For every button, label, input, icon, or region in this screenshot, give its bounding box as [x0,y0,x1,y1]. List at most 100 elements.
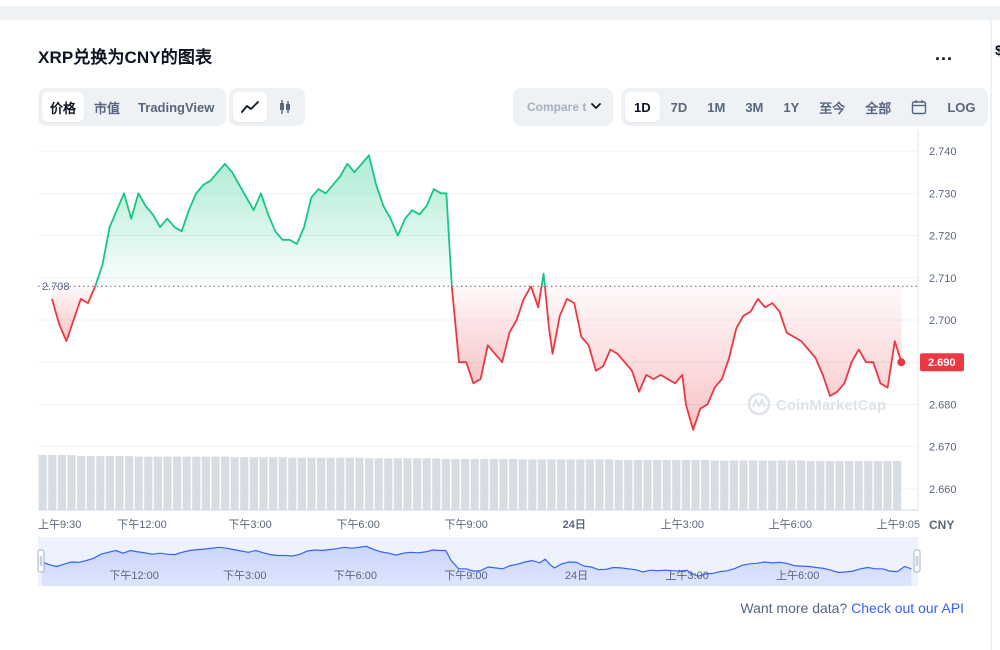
x-tick-label: 下午12:00 [117,518,167,531]
time-navigator[interactable]: 下午12:00 下午3:00 下午6:00 下午9:00 24日 上午3:00 上午6:00 [37,537,921,586]
range-1m[interactable]: 1M [707,99,726,115]
api-link[interactable]: Check out our API [851,600,964,616]
volume-bar [96,456,105,510]
candlestick-icon[interactable] [269,92,301,122]
volume-bar [605,459,614,510]
volume-bar [624,459,633,510]
volume-bar [557,459,566,510]
volume-bar [317,457,326,510]
volume-bar [105,456,114,510]
navigator-tick-label: 上午6:00 [776,569,819,582]
navigator-handle-left[interactable] [37,549,45,573]
x-tick-label: 上午3:00 [661,518,704,531]
area-below-open [52,286,96,342]
volume-bar [288,457,297,510]
volume-bar [883,461,892,510]
volume-bar [336,457,345,510]
tab-tradingview[interactable]: TradingView [138,99,215,115]
range-tab-group: 1D 7D 1M 3M 1Y 至今 全部 LOG [621,88,989,126]
volume-bar [374,458,383,510]
navigator-tick-label: 下午9:00 [444,569,487,582]
volume-bar [230,457,239,510]
tab-market-cap[interactable]: 市值 [94,100,121,116]
volume-bar [873,461,882,510]
navigator-line [41,545,912,577]
navigator-area [42,546,912,586]
line-chart-icon[interactable] [233,92,267,122]
navigator-handle-right[interactable] [913,549,921,573]
volume-bar [499,458,508,510]
price-line-up [94,154,453,287]
calendar-icon[interactable] [902,92,936,122]
compare-dropdown[interactable]: Compare t [513,88,613,126]
volume-bar [192,456,201,510]
x-tick-label: 下午3:00 [228,518,271,531]
volume-bar [528,459,537,510]
range-1y[interactable]: 1Y [783,99,800,115]
y-tick-label: 2.710 [929,273,957,285]
volume-bar [662,459,671,510]
volume-bar [240,457,249,510]
range-ytd[interactable]: 至今 [819,100,846,116]
watermark-text: CoinMarketCap [776,397,886,414]
volume-bar [461,458,470,510]
price-chart: CoinMarketCap 2.740 2.730 2.720 2.710 2.700 2… [37,130,964,586]
volume-bar [681,459,690,510]
volume-bar [77,456,86,510]
area-below-open [544,286,902,430]
x-tick-label: 上午6:00 [769,518,812,531]
last-price-label: 2.690 [928,357,956,369]
adjacent-card-glyph: $ [995,42,1000,58]
volume-bar [115,456,124,510]
volume-bar [345,457,354,510]
volume-bar [125,456,134,510]
y-tick-label: 2.700 [929,315,957,327]
range-1d[interactable]: 1D [625,92,660,122]
last-price-dot [897,358,906,367]
compare-label: Compare t [527,100,587,114]
volume-bar [777,460,786,510]
y-tick-label: 2.730 [929,188,957,200]
volume-bar [854,461,863,510]
volume-bar [278,457,287,510]
chart-title: XRP兑换为CNY的图表 [38,48,213,67]
more-options-icon[interactable]: ... [935,44,954,64]
volume-bar [566,459,575,510]
last-price-badge [920,353,964,372]
volume-bars [38,455,918,511]
volume-bar [38,455,47,510]
volume-bar [432,458,441,510]
price-line-down [544,286,903,431]
y-tick-label: 2.720 [929,231,957,243]
api-promo-text: Want more data? [740,600,848,616]
price-line-up [540,272,546,287]
adjacent-card-edge [992,20,1000,650]
volume-bar [57,455,66,510]
area-below-open [451,286,531,384]
tab-price[interactable]: 价格 [42,92,85,122]
volume-bar [86,456,95,510]
volume-bar [653,459,662,510]
area-above-open [95,155,452,287]
volume-bar [153,456,162,510]
volume-bar [595,459,604,510]
log-scale-toggle[interactable]: LOG [947,99,976,115]
volume-bar [768,460,777,510]
navigator-tick-label: 上午3:00 [665,569,708,582]
x-tick-label: 上午9:05 [877,518,920,531]
open-price-label: 2.708 [42,281,70,293]
range-3m[interactable]: 3M [745,99,764,115]
y-tick-label: 2.670 [929,442,957,454]
volume-bar [806,461,815,510]
range-7d[interactable]: 7D [670,99,688,115]
volume-bar [691,459,700,510]
x-tick-label: 24日 [563,518,586,531]
y-tick-label: 2.740 [929,146,957,158]
volume-bar [585,459,594,510]
volume-bar [576,459,585,510]
volume-bar [633,459,642,510]
navigator-tick-label: 下午3:00 [223,569,266,582]
volume-bar [355,457,364,510]
volume-bar [365,458,374,510]
range-all[interactable]: 全部 [865,100,892,116]
